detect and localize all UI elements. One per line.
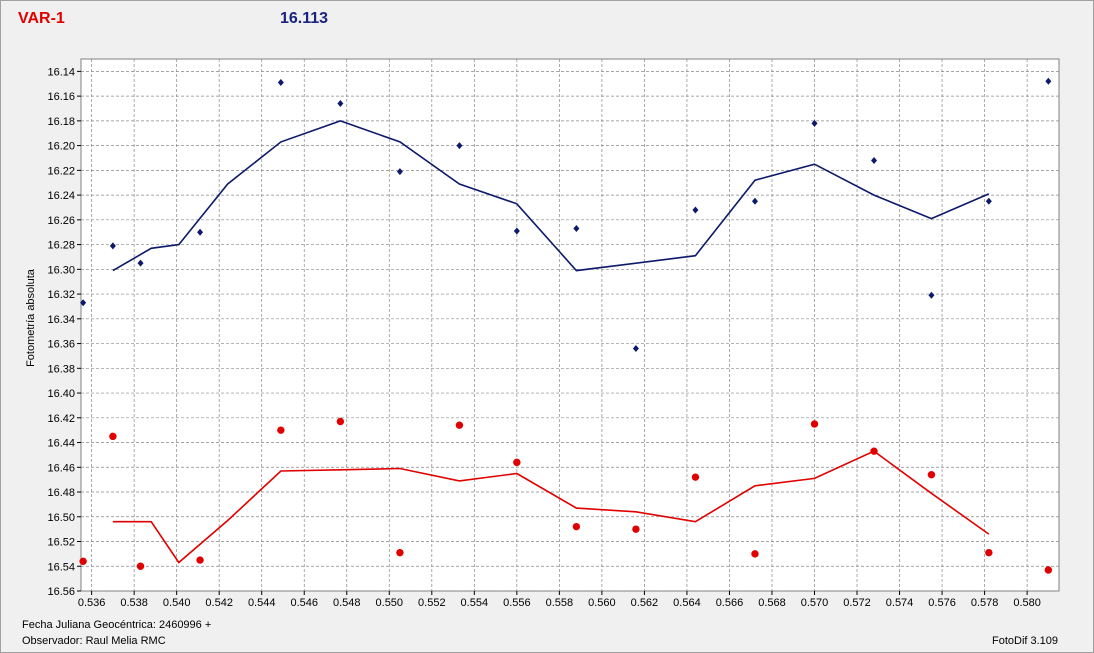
data-point (396, 168, 403, 176)
y-tick-label: 16.42 (47, 413, 75, 425)
x-tick-label: 0.572 (843, 597, 871, 609)
x-tick-label: 0.556 (503, 597, 531, 609)
y-tick-label: 16.40 (47, 388, 75, 400)
data-point (80, 299, 87, 307)
data-point (396, 548, 404, 557)
series-1 (80, 77, 1052, 353)
variable-name: VAR-1 (18, 10, 65, 27)
x-tick-label: 0.540 (163, 597, 191, 609)
y-tick-label: 16.32 (47, 289, 75, 301)
x-tick-label: 0.570 (801, 597, 829, 609)
data-point (1045, 77, 1052, 85)
y-tick-label: 16.16 (47, 91, 75, 103)
y-tick-label: 16.38 (47, 363, 75, 375)
x-tick-label: 0.578 (971, 597, 999, 609)
x-tick-label: 0.574 (886, 597, 914, 609)
series-2 (79, 417, 1053, 574)
x-tick-label: 0.536 (78, 597, 106, 609)
x-tick-label: 0.564 (673, 597, 701, 609)
y-tick-label: 16.34 (47, 314, 75, 326)
x-tick-label: 0.538 (120, 597, 148, 609)
data-point (810, 420, 819, 428)
x-tick-label: 0.576 (928, 597, 956, 609)
x-tick-label: 0.560 (588, 597, 616, 609)
data-point (197, 228, 204, 236)
data-point (136, 562, 145, 570)
x-axis-ticks: 0.536 0.538 0.540 0.542 0.544 0.546 0.548 0.550… (78, 591, 1041, 609)
x-tick-label: 0.568 (758, 597, 786, 609)
data-point (109, 432, 117, 441)
data-point (277, 79, 284, 87)
y-tick-label: 16.36 (47, 339, 75, 351)
x-tick-label: 0.558 (546, 597, 574, 609)
y-tick-label: 16.22 (47, 165, 75, 177)
y-tick-label: 16.26 (47, 215, 75, 227)
plot-area (80, 58, 1060, 592)
x-tick-label: 0.542 (205, 597, 233, 609)
data-point (513, 227, 520, 235)
y-tick-label: 16.28 (47, 240, 75, 252)
magnitude-value: 16.113 (280, 10, 329, 27)
x-tick-label: 0.566 (716, 597, 744, 609)
x-tick-label: 0.562 (631, 597, 659, 609)
y-tick-label: 16.54 (47, 561, 75, 573)
y-tick-label: 16.30 (47, 264, 75, 276)
y-tick-label: 16.56 (47, 586, 75, 598)
data-point (337, 100, 344, 108)
data-point (573, 224, 580, 232)
data-point (927, 471, 936, 479)
y-tick-label: 16.46 (47, 462, 75, 474)
data-point (692, 206, 699, 214)
y-axis-label: Fotometría absoluta (25, 268, 37, 367)
x-tick-label: 0.544 (248, 597, 276, 609)
data-point (277, 426, 285, 434)
y-tick-label: 16.20 (47, 141, 75, 153)
data-point (456, 142, 463, 150)
y-tick-label: 16.18 (47, 116, 75, 128)
x-tick-label: 0.546 (290, 597, 318, 609)
data-point (137, 259, 144, 267)
data-point (928, 291, 935, 299)
data-point (985, 197, 992, 205)
x-tick-label: 0.580 (1013, 597, 1041, 609)
series-2-line (112, 450, 990, 564)
y-axis-ticks: 16.14 16.16 16.18 16.20 16.22 16.24 16.26 16.28… (47, 66, 81, 598)
x-tick-label: 0.550 (376, 597, 404, 609)
julian-date-label: Fecha Juliana Geocéntrica: 2460996 + (22, 619, 212, 631)
software-version: FotoDif 3.109 (992, 635, 1059, 647)
data-point (985, 548, 993, 557)
x-tick-label: 0.548 (333, 597, 361, 609)
x-tick-label: 0.554 (461, 597, 489, 609)
data-point (572, 522, 581, 531)
observer-label: Observador: Raul Melia RMC (22, 635, 166, 647)
data-point (109, 242, 116, 250)
y-tick-label: 16.48 (47, 487, 75, 499)
data-point (1044, 566, 1053, 574)
data-point (632, 525, 640, 533)
grid (81, 59, 1059, 592)
data-point (632, 345, 639, 353)
data-point (751, 550, 759, 558)
y-tick-label: 16.50 (47, 512, 75, 524)
data-point (79, 557, 87, 566)
data-point (196, 556, 204, 564)
data-point (871, 156, 878, 164)
data-point (513, 458, 521, 467)
y-tick-label: 16.24 (47, 190, 75, 202)
data-point (811, 119, 818, 127)
data-point (336, 417, 345, 426)
data-series (79, 77, 1053, 574)
y-tick-label: 16.14 (47, 66, 75, 78)
x-tick-label: 0.552 (418, 597, 446, 609)
series-1-line (112, 120, 990, 272)
y-tick-label: 16.44 (47, 438, 75, 450)
data-point (455, 421, 464, 429)
data-point (751, 197, 758, 205)
data-point (870, 447, 878, 455)
y-tick-label: 16.52 (47, 537, 75, 549)
data-point (691, 473, 700, 481)
